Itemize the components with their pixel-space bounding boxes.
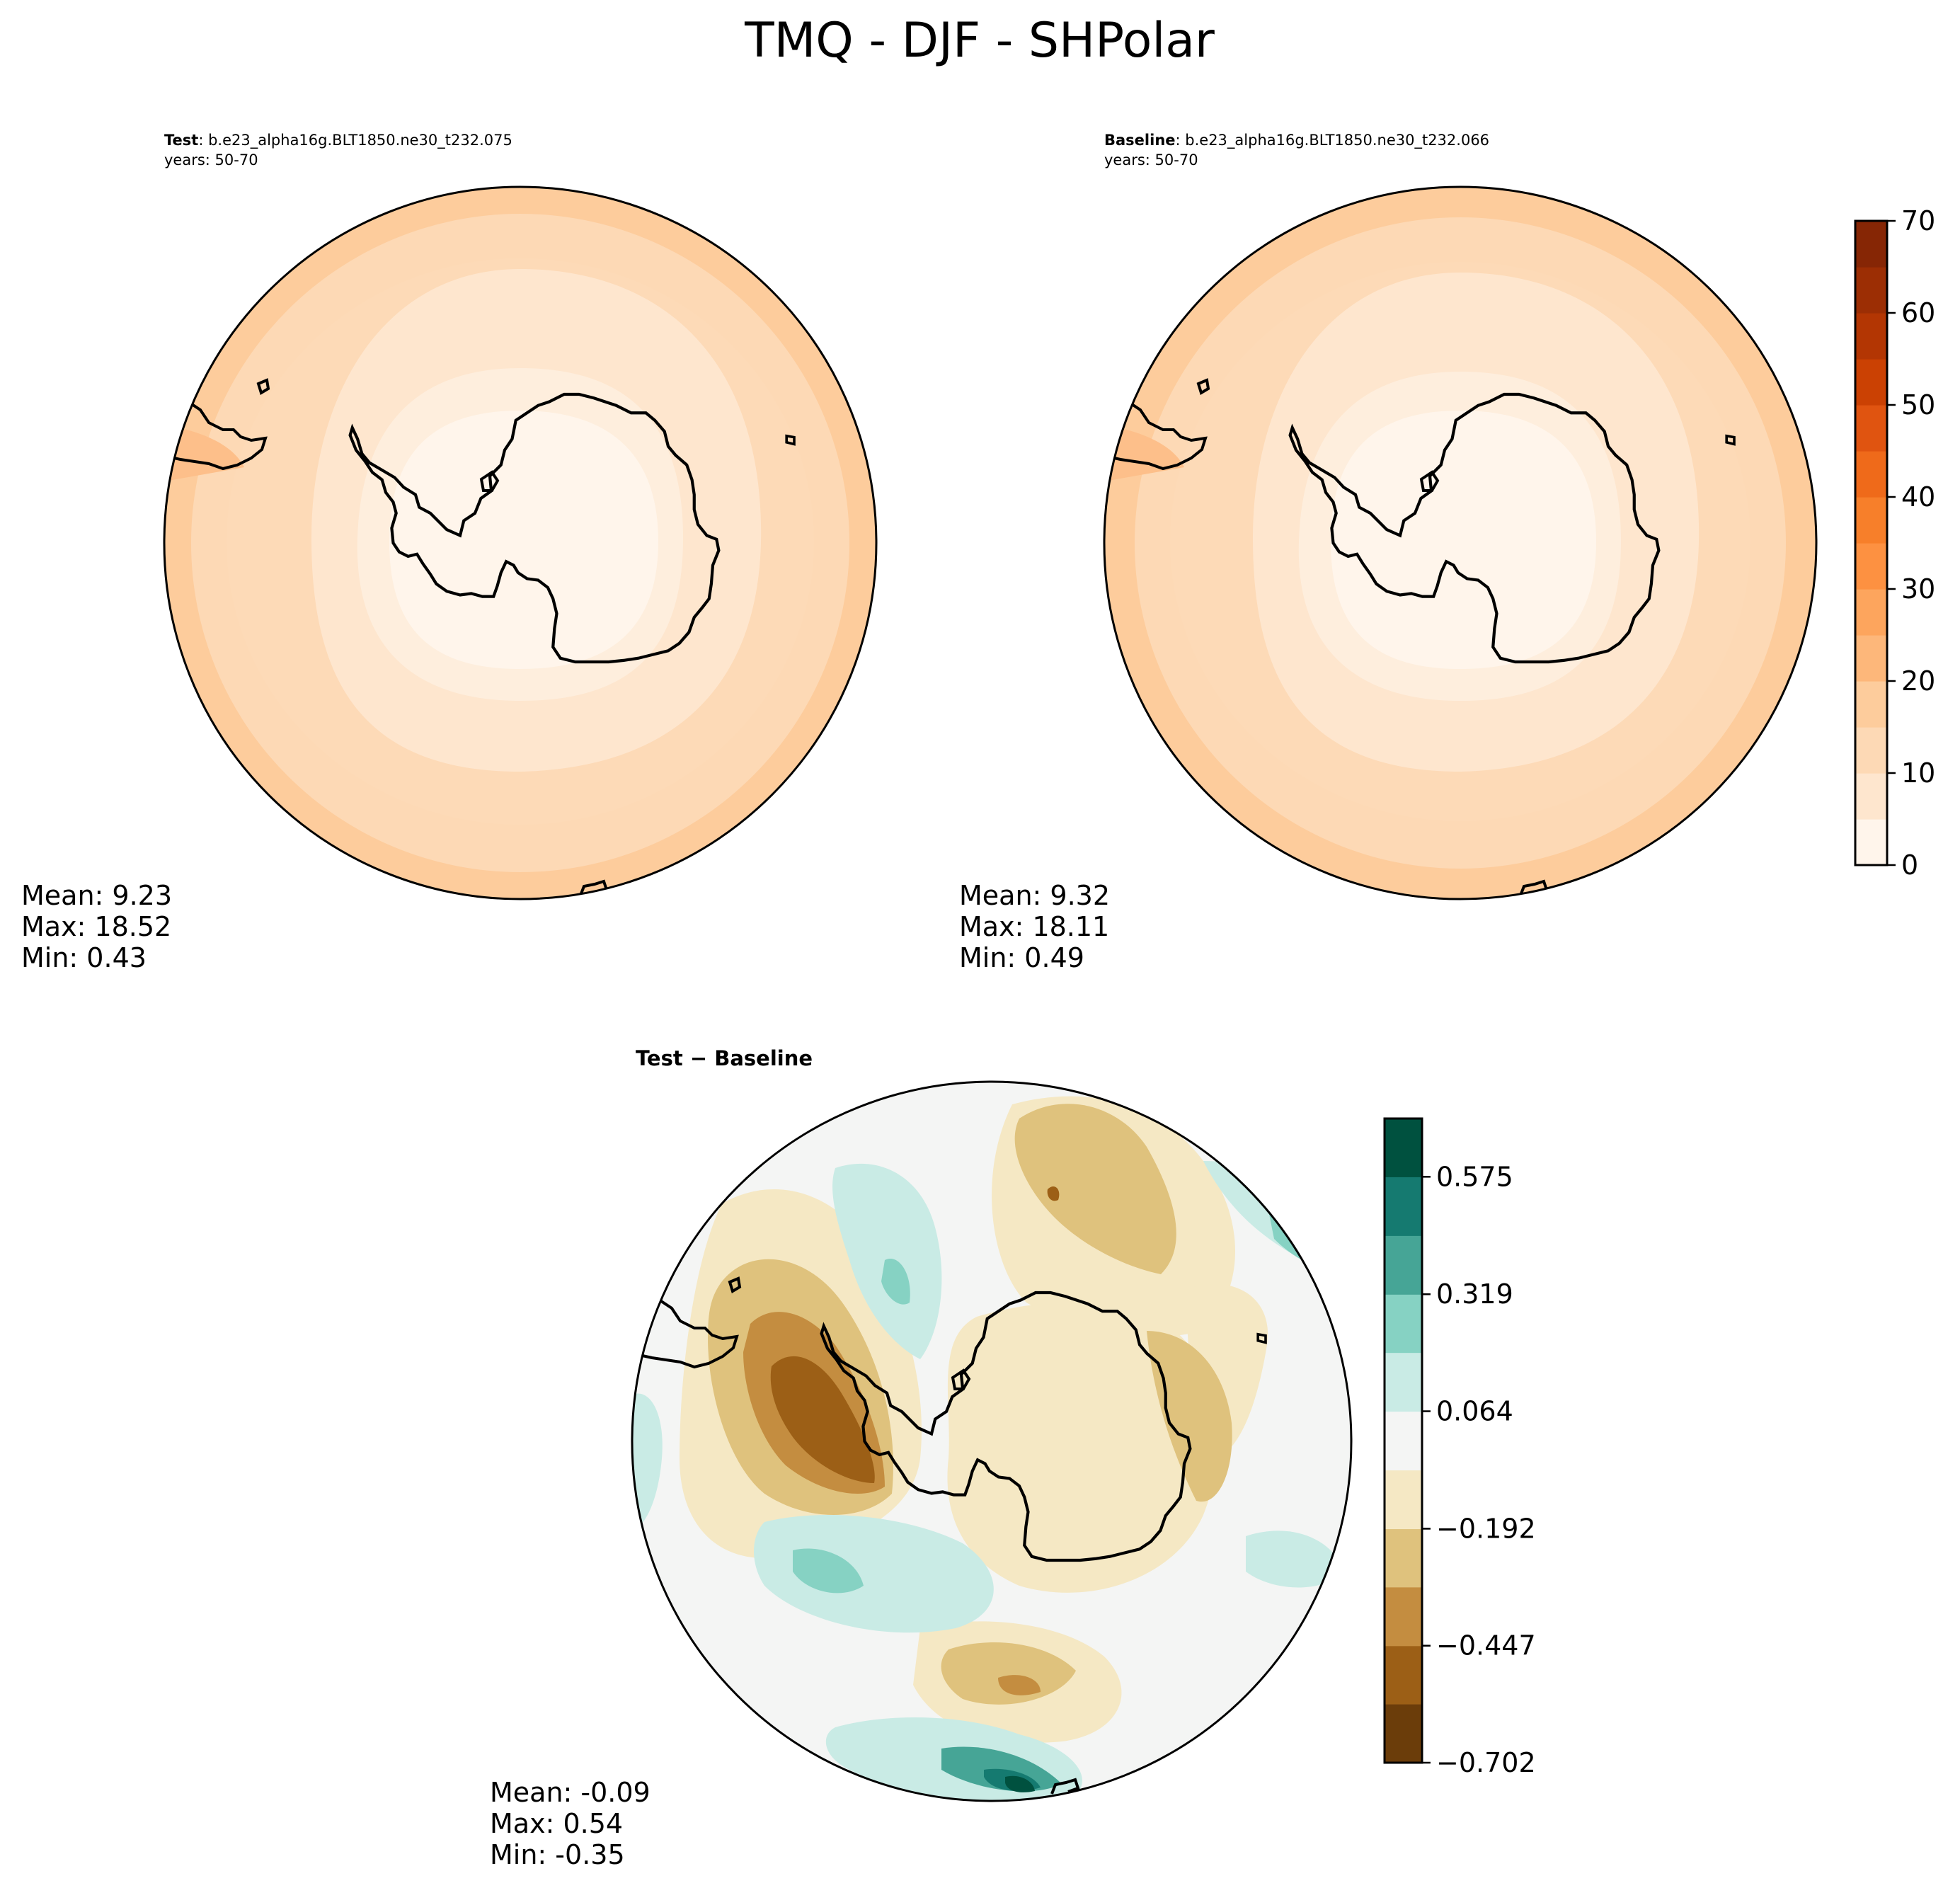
- tmq-colorbar: 0 10 20 30 40 50 60 70: [1854, 205, 1935, 881]
- diff-colorbar-swatch: [1385, 1294, 1422, 1354]
- test-case-name: : b.e23_alpha16g.BLT1850.ne30_t232.075: [198, 132, 512, 149]
- diff-min: Min: -0.35: [490, 1839, 625, 1870]
- baseline-map: [1104, 187, 1816, 899]
- tmq-colorbar-tick-label: 0: [1901, 849, 1918, 881]
- tmq-colorbar-tick-label: 40: [1901, 481, 1935, 513]
- diff-mean: Mean: -0.09: [490, 1777, 651, 1808]
- tmq-colorbar-frame: [1854, 219, 1889, 866]
- baseline-max: Max: 18.11: [959, 911, 1109, 942]
- diff-colorbar-tick-label: 0.575: [1436, 1161, 1513, 1192]
- test-panel-header: Test: b.e23_alpha16g.BLT1850.ne30_t232.0…: [164, 132, 512, 149]
- diff-colorbar-swatch: [1385, 1235, 1422, 1295]
- tmq-colorbar-tick-label: 30: [1901, 573, 1935, 605]
- diff-colorbar-tick-label: 0.319: [1436, 1278, 1513, 1310]
- tmq-colorbar-tick-label: 20: [1901, 665, 1935, 697]
- test-mean: Mean: 9.23: [21, 880, 172, 911]
- baseline-min: Min: 0.49: [959, 942, 1084, 973]
- tmq-colorbar-swatch: [1855, 359, 1887, 406]
- tmq-colorbar-tick-label: 70: [1901, 205, 1935, 236]
- diff-teal-region-southwest: [754, 1515, 994, 1633]
- diff-teal-max: [1005, 1775, 1035, 1792]
- diff-title: Test − Baseline: [636, 1046, 813, 1070]
- baseline-years: years: 50-70: [1104, 151, 1198, 168]
- test-max: Max: 18.52: [21, 911, 171, 942]
- diff-colorbar-swatch: [1385, 1411, 1422, 1471]
- tmq-colorbar-tick-label: 60: [1901, 297, 1935, 328]
- baseline-map-boundary: [1103, 185, 1818, 900]
- tmq-colorbar-swatch: [1855, 221, 1887, 268]
- diff-colorbar-tick-label: −0.192: [1436, 1513, 1536, 1544]
- figure-title: TMQ - DJF - SHPolar: [744, 13, 1215, 69]
- baseline-panel-header: Baseline: b.e23_alpha16g.BLT1850.ne30_t2…: [1104, 132, 1489, 149]
- baseline-ring-6: [1331, 411, 1596, 669]
- tmq-colorbar-swatch: [1855, 819, 1887, 866]
- test-map: [164, 187, 876, 899]
- tmq-colorbar-swatch: [1855, 313, 1887, 360]
- diff-teal-region-east: [1246, 1531, 1345, 1588]
- diff-band-brown-2: [770, 1356, 875, 1483]
- test-panel: Test: b.e23_alpha16g.BLT1850.ne30_t232.0…: [21, 132, 878, 973]
- diff-teal-mid-north: [881, 1259, 910, 1305]
- diff-colorbar-tick-label: −0.447: [1436, 1630, 1536, 1661]
- tmq-colorbar-swatch: [1855, 635, 1887, 682]
- diff-tan-region-center: [947, 1302, 1218, 1593]
- baseline-mean: Mean: 9.32: [959, 880, 1110, 911]
- test-map-boundary: [163, 185, 878, 900]
- tmq-colorbar-tick-label: 50: [1901, 389, 1935, 420]
- diff-colorbar-swatch: [1385, 1119, 1422, 1177]
- diff-colorbar-swatch: [1385, 1704, 1422, 1763]
- test-ring-6: [389, 411, 658, 669]
- baseline-panel: Baseline: b.e23_alpha16g.BLT1850.ne30_t2…: [959, 132, 1818, 973]
- diff-colorbar-swatch: [1385, 1645, 1422, 1705]
- test-label: Test: [164, 132, 198, 149]
- tmq-colorbar-swatch: [1855, 543, 1887, 590]
- tmq-colorbar-swatch: [1855, 497, 1887, 544]
- diff-colorbar-swatch: [1385, 1352, 1422, 1412]
- diff-map: [632, 1082, 1351, 1801]
- tmq-colorbar-swatch: [1855, 727, 1887, 774]
- diff-colorbar-frame: [1383, 1117, 1423, 1764]
- diff-band-brown-south: [998, 1675, 1041, 1695]
- diff-teal-mid-southwest: [793, 1548, 864, 1594]
- diff-band-tan-east: [1147, 1331, 1232, 1502]
- tmq-colorbar-swatch: [1855, 681, 1887, 728]
- tmq-colorbar-tick-label: 10: [1901, 757, 1935, 789]
- diff-panel: Test − Baseline: [490, 1046, 1353, 1870]
- baseline-label: Baseline: [1104, 132, 1176, 149]
- diff-band-tan-north: [1014, 1104, 1176, 1274]
- diff-colorbar-swatch: [1385, 1528, 1422, 1588]
- diff-teal-region-west: [632, 1393, 663, 1529]
- diff-colorbar-tick-label: −0.702: [1436, 1747, 1536, 1778]
- tmq-colorbar-swatch: [1855, 451, 1887, 498]
- diff-colorbar: −0.702 −0.447 −0.192 0.064 0.319 0.575: [1383, 1117, 1536, 1778]
- diff-max: Max: 0.54: [490, 1808, 623, 1839]
- diff-colorbar-swatch: [1385, 1470, 1422, 1530]
- diff-band-tan-south: [941, 1642, 1076, 1705]
- diff-map-boundary: [631, 1080, 1353, 1802]
- baseline-case-name: : b.e23_alpha16g.BLT1850.ne30_t232.066: [1176, 132, 1490, 149]
- diff-colorbar-swatch: [1385, 1586, 1422, 1647]
- diff-colorbar-tick-label: 0.064: [1436, 1396, 1513, 1427]
- diff-band-brown-north: [1047, 1186, 1060, 1201]
- tmq-colorbar-swatch: [1855, 405, 1887, 452]
- test-years: years: 50-70: [164, 151, 258, 168]
- test-min: Min: 0.43: [21, 942, 147, 973]
- tmq-colorbar-swatch: [1855, 267, 1887, 314]
- diff-colorbar-swatch: [1385, 1177, 1422, 1236]
- tmq-colorbar-swatch: [1855, 773, 1887, 820]
- tmq-colorbar-swatch: [1855, 589, 1887, 636]
